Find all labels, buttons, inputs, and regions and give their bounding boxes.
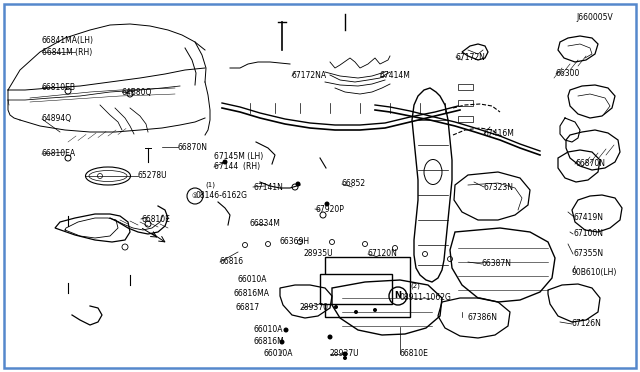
Text: 66010A: 66010A [263, 350, 292, 359]
Text: 66810E: 66810E [141, 215, 170, 224]
Text: ①: ① [192, 193, 198, 199]
Text: 66817: 66817 [236, 304, 260, 312]
Text: 64894Q: 64894Q [42, 115, 72, 124]
Text: 66300: 66300 [556, 70, 580, 78]
Circle shape [328, 334, 333, 340]
Text: 67419N: 67419N [574, 212, 604, 221]
Text: 28935U: 28935U [303, 250, 333, 259]
Text: 67414M: 67414M [380, 71, 411, 80]
Text: 67355N: 67355N [573, 250, 603, 259]
Text: 66810E: 66810E [400, 350, 429, 359]
Text: (1): (1) [205, 182, 215, 188]
Text: 66841MA(LH): 66841MA(LH) [42, 35, 94, 45]
Text: 67172N: 67172N [456, 52, 486, 61]
Text: 67920P: 67920P [315, 205, 344, 214]
Text: 66816M: 66816M [253, 337, 284, 346]
Text: 66369H: 66369H [280, 237, 310, 246]
Text: 66810EB: 66810EB [42, 83, 76, 92]
Circle shape [284, 327, 289, 333]
Text: 66010A: 66010A [238, 276, 268, 285]
Text: 08911-1062G: 08911-1062G [400, 292, 452, 301]
Circle shape [343, 356, 347, 360]
Circle shape [334, 305, 338, 309]
Text: 67100N: 67100N [573, 230, 603, 238]
Text: 67144  (RH): 67144 (RH) [214, 163, 260, 171]
Text: 67145M (LH): 67145M (LH) [214, 151, 263, 160]
Circle shape [356, 288, 360, 292]
Text: 66841M (RH): 66841M (RH) [42, 48, 92, 57]
Text: 289370: 289370 [300, 304, 329, 312]
Bar [458, 100, 473, 106]
Circle shape [223, 160, 227, 164]
Text: 90B610(LH): 90B610(LH) [572, 267, 618, 276]
Text: 67141N: 67141N [253, 183, 283, 192]
Bar [325, 257, 410, 317]
Text: 67126N: 67126N [572, 320, 602, 328]
Circle shape [324, 202, 330, 206]
Text: 66810EA: 66810EA [42, 150, 76, 158]
Text: 66816MA: 66816MA [234, 289, 270, 298]
Text: (2): (2) [410, 283, 420, 289]
Text: 67386N: 67386N [468, 312, 498, 321]
Text: 66816: 66816 [220, 257, 244, 266]
Text: 67416M: 67416M [484, 129, 515, 138]
Bar [458, 116, 473, 122]
Text: 67172NA: 67172NA [292, 71, 327, 80]
Text: 66852: 66852 [342, 180, 366, 189]
Text: 66870N: 66870N [575, 160, 605, 169]
Text: 08146-6162G: 08146-6162G [196, 192, 248, 201]
Text: J660005V: J660005V [576, 13, 612, 22]
Text: 66387N: 66387N [482, 260, 512, 269]
Circle shape [354, 310, 358, 314]
Bar [320, 274, 392, 304]
Text: 66010A: 66010A [253, 326, 282, 334]
Text: 28937U: 28937U [330, 350, 360, 359]
Text: N: N [394, 292, 401, 301]
Bar [458, 84, 473, 90]
Text: 65278U: 65278U [138, 171, 168, 180]
Text: 66870N: 66870N [178, 142, 208, 151]
Circle shape [376, 290, 380, 294]
Circle shape [342, 352, 348, 356]
Text: 67323N: 67323N [484, 183, 514, 192]
Text: 67120N: 67120N [368, 250, 398, 259]
Circle shape [373, 308, 377, 312]
Text: 64B80Q: 64B80Q [122, 87, 152, 96]
Circle shape [280, 340, 285, 344]
Circle shape [296, 182, 301, 186]
Text: 66834M: 66834M [250, 219, 281, 228]
